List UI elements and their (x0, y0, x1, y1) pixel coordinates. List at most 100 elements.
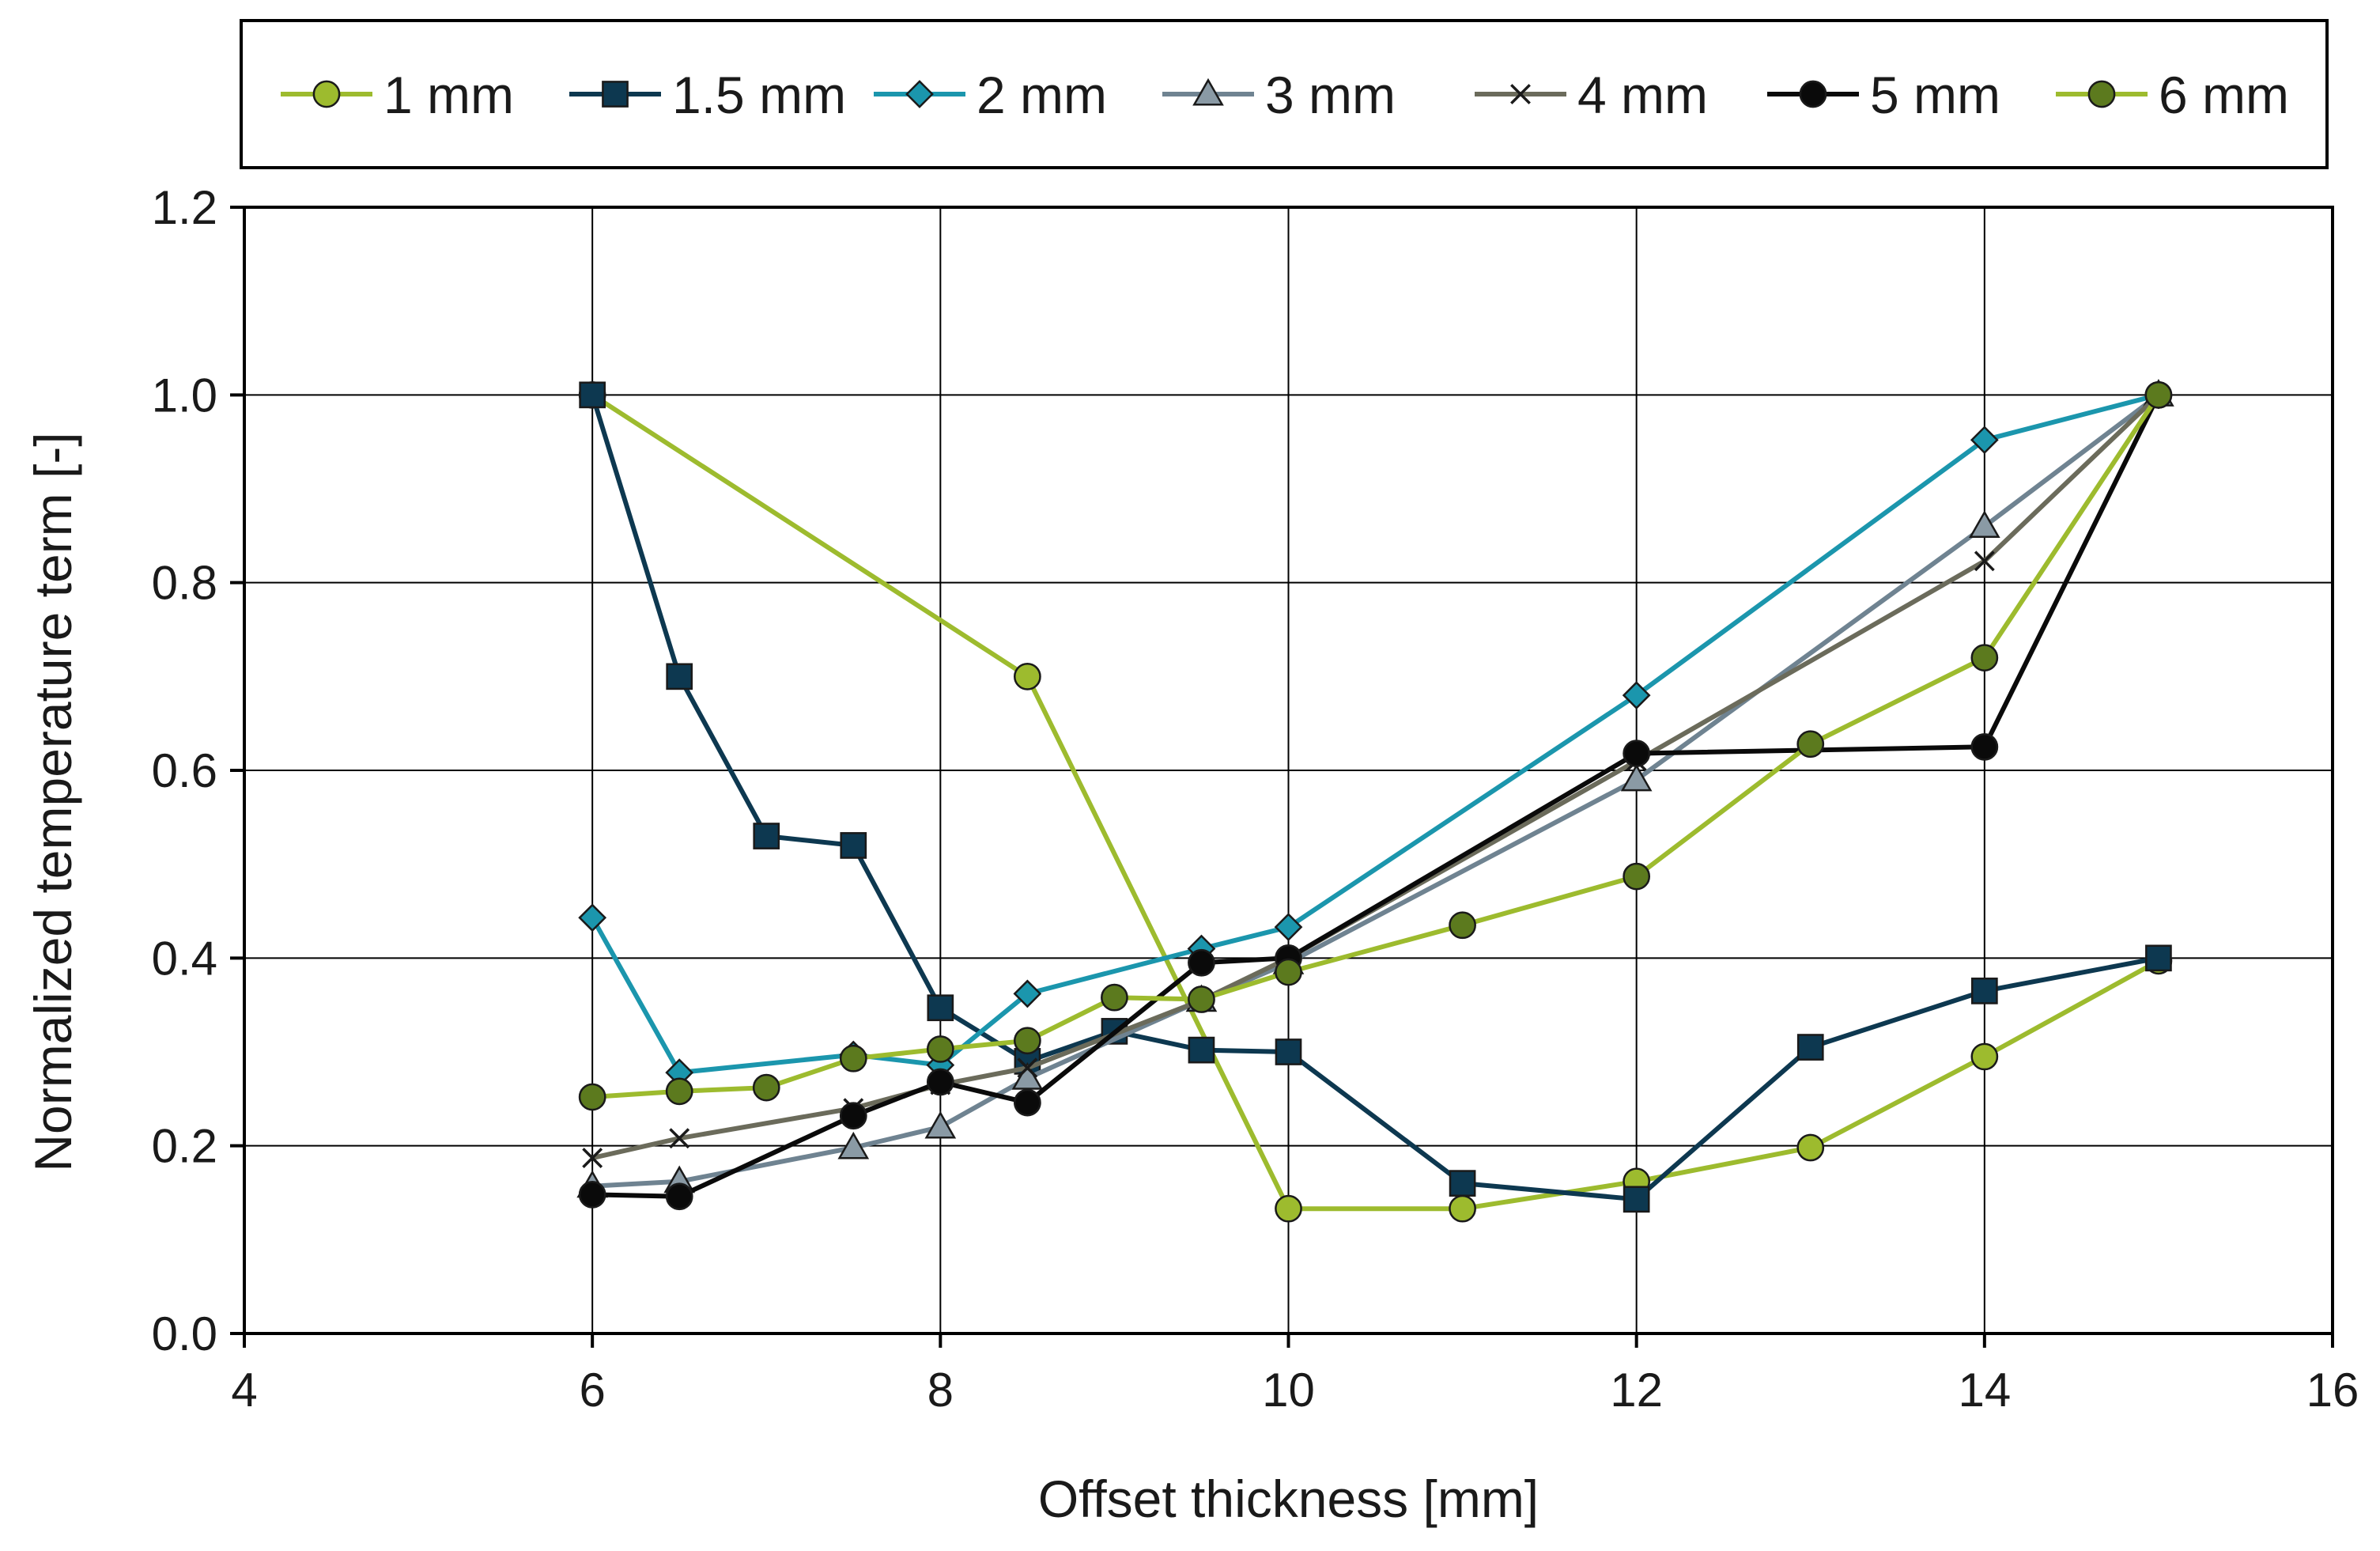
legend-marker (602, 81, 629, 108)
data-point (2144, 380, 2173, 409)
legend-entry: 2 mm (874, 66, 1107, 124)
data-point (1275, 1194, 1302, 1223)
data-point (1970, 426, 1999, 455)
series-line (592, 393, 2161, 1199)
data-point (752, 1073, 780, 1102)
series-line (590, 392, 2159, 1076)
data-point (1623, 1186, 1650, 1213)
data-point (579, 381, 606, 409)
x-tick-label: 14 (1958, 1364, 2011, 1417)
legend-label: 1 mm (383, 66, 514, 124)
legend-label: 5 mm (1870, 66, 2000, 124)
data-point (1101, 983, 1128, 1012)
legend-label: 4 mm (1577, 66, 1708, 124)
x-axis-title: Offset thickness [mm] (1038, 1470, 1539, 1528)
data-point (578, 1181, 606, 1209)
series-line (592, 392, 2160, 1189)
x-tick-label: 8 (927, 1364, 954, 1417)
series-3-mm (576, 379, 2174, 1198)
series-1-5-mm (579, 381, 2172, 1213)
data-point (1623, 862, 1651, 891)
legend-marker (905, 80, 934, 108)
x-tick-label: 6 (579, 1364, 605, 1417)
x-tick-label: 10 (1262, 1364, 1315, 1417)
series-2-mm (578, 380, 2173, 1087)
y-tick-label: 1.0 (152, 369, 217, 422)
series-line (591, 393, 2160, 1161)
legend-label: 6 mm (2159, 66, 2289, 124)
legend-label: 3 mm (1265, 66, 1396, 124)
data-point (665, 1182, 693, 1211)
data-point (1974, 550, 1995, 572)
legend-marker (2087, 80, 2116, 108)
data-point (1014, 1027, 1041, 1055)
data-point (840, 832, 867, 859)
data-point (926, 1035, 954, 1063)
data-point (1622, 681, 1651, 709)
series-4-mm (582, 384, 2169, 1169)
legend-marker (312, 80, 341, 108)
data-point (1620, 763, 1653, 792)
data-point (1275, 1038, 1302, 1065)
legend-marker (1192, 78, 1224, 106)
series-line (591, 392, 2160, 1212)
legend: 1 mm 1.5 mm 2 mm 3 mm 4 mm 5 mm 6 mm (240, 19, 2329, 169)
legend-marker (1799, 80, 1827, 108)
x-tick-label: 4 (231, 1364, 257, 1417)
data-point (1014, 1088, 1041, 1117)
data-point (837, 1131, 870, 1159)
data-point (1623, 740, 1651, 768)
data-point (1968, 510, 2000, 538)
x-tick-label: 16 (2306, 1364, 2359, 1417)
data-point (1014, 662, 1041, 690)
data-point (1796, 1034, 1824, 1061)
data-point (927, 994, 954, 1022)
legend-entry: 1 mm (281, 66, 514, 124)
data-point (1970, 978, 1998, 1004)
data-point (839, 1102, 867, 1130)
series-line (592, 393, 2161, 1099)
data-point (753, 823, 780, 849)
data-point (669, 1128, 690, 1149)
data-point (665, 1077, 693, 1106)
data-point (926, 1068, 954, 1096)
series-1-mm (578, 380, 2173, 1223)
y-tick-label: 0.2 (152, 1120, 217, 1173)
data-point (1188, 948, 1215, 977)
data-point (1796, 1133, 1825, 1162)
axis-ticks: 4 6 8 10 12 14 16 0.0 0.2 0.4 0.6 0.8 1.0 1.2 (152, 181, 2359, 1417)
grid (244, 207, 2333, 1333)
data-point (578, 1083, 606, 1111)
data-point (1017, 1057, 1038, 1079)
data-point (1449, 1170, 1476, 1197)
data-point (1970, 732, 1999, 761)
data-point (1449, 911, 1476, 940)
legend-entry: 6 mm (2056, 66, 2289, 124)
legend-entry: 4 mm (1475, 66, 1708, 124)
data-point (1796, 730, 1825, 758)
series-line (590, 394, 2159, 1202)
legend-entry: 5 mm (1767, 66, 2000, 124)
data-point (839, 1044, 867, 1072)
data-point (924, 1110, 957, 1139)
data-point (1188, 985, 1215, 1013)
y-axis-title: Normalized temperature term [-] (24, 432, 82, 1171)
series (576, 379, 2174, 1223)
legend-label: 1.5 mm (672, 66, 846, 124)
data-point (1449, 1194, 1476, 1223)
legend-entry: 3 mm (1162, 66, 1396, 124)
y-tick-label: 0.4 (152, 932, 217, 985)
series-6-mm (578, 380, 2173, 1111)
data-point (1275, 958, 1302, 986)
data-point (578, 903, 607, 932)
data-point (582, 1148, 603, 1169)
y-tick-label: 0.0 (152, 1307, 217, 1360)
y-tick-label: 1.2 (152, 181, 217, 234)
data-point (1274, 913, 1303, 942)
legend-label: 2 mm (977, 66, 1107, 124)
legend-entry: 1.5 mm (569, 66, 846, 124)
legend-marker (1510, 84, 1531, 104)
y-tick-label: 0.6 (152, 744, 217, 797)
data-point (2145, 944, 2172, 972)
